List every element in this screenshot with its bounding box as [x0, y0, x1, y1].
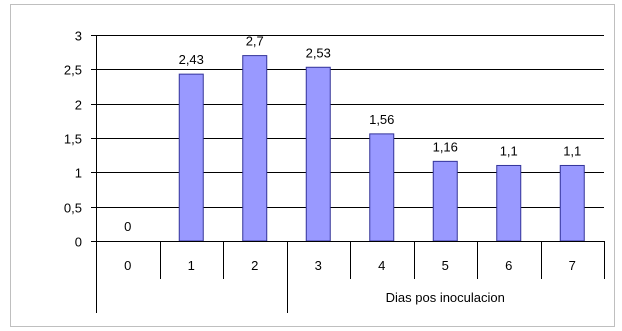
data-label: 0	[124, 219, 131, 234]
bar-4	[369, 133, 395, 242]
data-label: 1,56	[369, 112, 394, 127]
x-tick-label: 5	[442, 258, 449, 273]
x-tick-label: 0	[124, 258, 131, 273]
bar-3	[305, 66, 331, 242]
y-tick-label: 3	[75, 29, 82, 44]
data-label: 1,1	[563, 143, 581, 158]
y-tick-label: 2	[75, 98, 82, 113]
bars	[178, 55, 585, 242]
y-tick-labels: 0 0,5 1 1,5 2 2,5 3	[64, 29, 82, 250]
data-label: 1,1	[500, 143, 518, 158]
data-label: 2,53	[306, 45, 331, 60]
x-tick-label: 2	[251, 258, 258, 273]
y-tick-label: 1	[75, 166, 82, 181]
data-labels: 0 2,43 2,7 2,53 1,56 1,16 1,1 1,1	[124, 34, 581, 234]
y-tick-label: 1,5	[64, 132, 82, 147]
y-tick-label: 0,5	[64, 201, 82, 216]
bar-7	[559, 164, 585, 242]
bar-6	[496, 164, 522, 242]
x-tick-label: 7	[569, 258, 576, 273]
x-tick-label: 4	[378, 258, 385, 273]
data-label: 2,7	[246, 34, 264, 49]
data-label: 2,43	[179, 52, 204, 67]
y-tick-label: 2,5	[64, 63, 82, 78]
x-tick-label: 3	[315, 258, 322, 273]
x-tick-labels: 0 1 2 3 4 5 6 7	[124, 258, 576, 273]
bar-2	[242, 55, 268, 242]
x-axis-label: Dias pos inoculacion	[386, 290, 505, 305]
bar-5	[432, 160, 458, 242]
x-tick-label: 6	[505, 258, 512, 273]
bar-1	[178, 73, 204, 242]
data-label: 1,16	[433, 139, 458, 154]
y-tick-label: 0	[75, 235, 82, 250]
axes	[91, 35, 605, 313]
x-tick-label: 1	[188, 258, 195, 273]
